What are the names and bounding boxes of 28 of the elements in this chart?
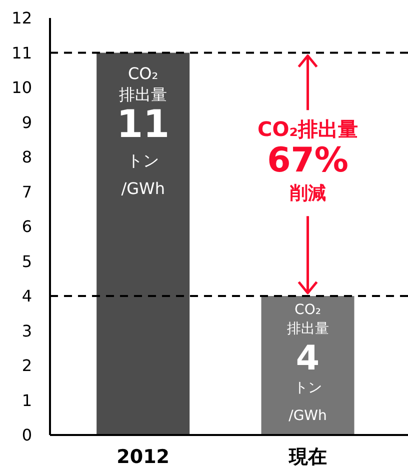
annotation: 削減 xyxy=(288,182,326,204)
y-tick-label: 0 xyxy=(22,426,32,444)
y-tick-label: 10 xyxy=(12,78,32,97)
annotation: CO₂ xyxy=(128,64,158,84)
y-tick-label: 7 xyxy=(22,182,32,202)
annotation: CO₂排出量 xyxy=(258,117,358,142)
y-tick-label: 11 xyxy=(12,43,32,62)
annotation: トン xyxy=(294,380,322,396)
y-tick-label: 9 xyxy=(22,112,32,132)
y-tick-label: 4 xyxy=(22,286,32,306)
y-tick-label: 1 xyxy=(22,390,32,410)
y-tick-label: 3 xyxy=(22,321,32,340)
y-tick-label: 5 xyxy=(22,252,32,271)
annotation: 67% xyxy=(267,140,348,180)
data-label: 11 xyxy=(116,102,170,146)
annotation: CO₂ xyxy=(294,302,321,318)
y-tick-label: 12 xyxy=(12,8,32,28)
data-label: 4 xyxy=(296,338,320,379)
annotation: 排出量 xyxy=(286,321,329,338)
annotation: トン xyxy=(127,150,160,170)
x-tick-label: 現在 xyxy=(288,446,327,468)
annotation: 排出量 xyxy=(119,84,168,104)
annotation: /GWh xyxy=(288,408,327,424)
y-tick-label: 6 xyxy=(22,217,32,236)
annotation: /GWh xyxy=(121,178,165,198)
y-tick-label: 2 xyxy=(22,356,32,375)
y-tick-label: 8 xyxy=(22,148,32,166)
x-tick-label: 2012 xyxy=(116,446,170,468)
